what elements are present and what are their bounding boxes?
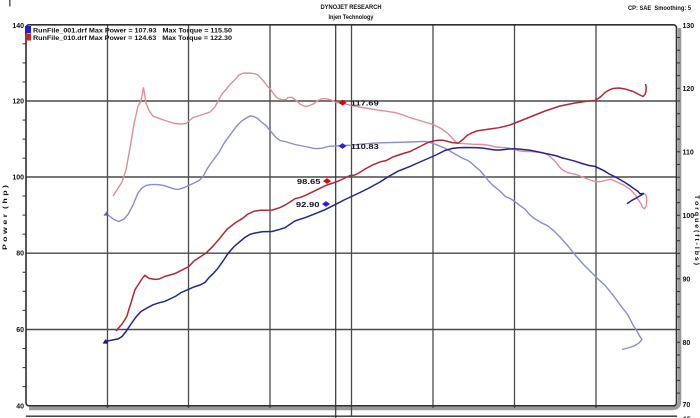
svg-text:T o r q u e ( f t - l b s ): T o r q u e ( f t - l b s )	[693, 195, 700, 265]
svg-text:40: 40	[16, 403, 24, 410]
svg-text:Injen Technology: Injen Technology	[329, 14, 374, 21]
svg-text:110.83: 110.83	[351, 142, 379, 151]
svg-text:100: 100	[683, 213, 695, 220]
svg-text:70: 70	[683, 402, 691, 409]
svg-text:RunFile_010.drf Max Power = 12: RunFile_010.drf Max Power = 124.63 Max T…	[33, 35, 232, 42]
svg-text:60: 60	[16, 327, 24, 334]
svg-text:110: 110	[683, 149, 694, 156]
svg-text:90: 90	[683, 276, 691, 283]
svg-text:92.90: 92.90	[296, 200, 320, 209]
svg-text:120: 120	[12, 99, 24, 106]
svg-text:P o w e r ( h p ): P o w e r ( h p )	[2, 185, 9, 250]
svg-text:80: 80	[16, 251, 24, 258]
svg-text:120: 120	[683, 86, 695, 93]
svg-text:100: 100	[12, 175, 24, 182]
svg-text:130: 130	[683, 23, 695, 30]
svg-text:117.69: 117.69	[351, 98, 379, 107]
svg-text:RunFile_001.drf Max Power = 10: RunFile_001.drf Max Power = 107.93 Max T…	[33, 28, 232, 35]
svg-text:CP: SAE Smoothing: 5: CP: SAE Smoothing: 5	[628, 5, 691, 12]
svg-text:80: 80	[683, 340, 691, 347]
svg-text:15: 15	[683, 417, 691, 418]
svg-text:140: 140	[12, 23, 24, 30]
svg-text:98.65: 98.65	[297, 177, 322, 186]
svg-text:DYNOJET RESEARCH: DYNOJET RESEARCH	[321, 4, 382, 11]
